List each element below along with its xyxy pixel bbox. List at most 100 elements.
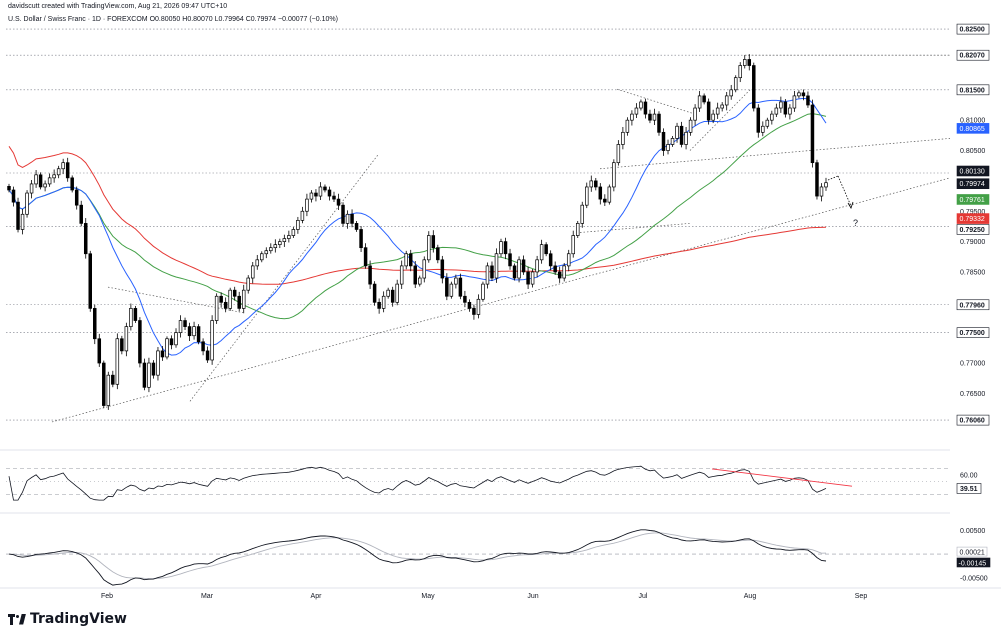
macd-y-tick-label: -0.00500 <box>960 575 988 582</box>
price-badge-label: 0.82500 <box>960 27 985 34</box>
candle <box>788 107 792 115</box>
candle <box>399 265 404 285</box>
candle <box>178 320 183 334</box>
candle <box>174 332 178 346</box>
candle <box>201 341 205 352</box>
candle <box>503 241 508 255</box>
candle <box>377 301 381 309</box>
price-badge-label: 0.82070 <box>960 53 985 60</box>
candle <box>79 204 83 224</box>
candle <box>264 250 269 255</box>
y-tick-label: 0.77000 <box>960 361 985 368</box>
candle <box>214 295 219 321</box>
candle <box>138 320 142 364</box>
rsi-trend-line <box>711 468 853 487</box>
price-badge-label: 0.76060 <box>960 418 985 425</box>
candle <box>305 198 309 212</box>
candle <box>702 95 706 103</box>
candle <box>278 241 282 245</box>
candle <box>291 229 296 236</box>
candle <box>260 253 264 261</box>
price-badge <box>956 299 990 311</box>
candle <box>287 235 291 239</box>
candle <box>806 95 810 106</box>
candle <box>318 186 323 197</box>
candle <box>630 113 634 121</box>
candle <box>309 192 314 200</box>
candle <box>147 362 151 388</box>
candle <box>336 198 341 206</box>
candle <box>738 65 742 79</box>
projection-arrow <box>827 175 839 181</box>
candle <box>7 186 11 191</box>
candle <box>445 277 449 297</box>
moving-average-red <box>8 146 827 285</box>
candle <box>598 186 603 200</box>
candle <box>43 183 47 188</box>
x-tick-label: Mar <box>201 593 214 600</box>
candle <box>232 289 237 297</box>
candle <box>111 374 115 385</box>
trend-line <box>189 154 379 402</box>
candle <box>824 182 828 188</box>
price-badge-label: 0.81500 <box>960 87 985 94</box>
candle <box>160 350 165 358</box>
price-badge-label: 0.79761 <box>960 197 985 204</box>
candle <box>679 125 684 145</box>
candle <box>327 189 332 197</box>
candle <box>151 362 156 376</box>
candle <box>427 235 431 261</box>
candle <box>228 289 232 309</box>
candle <box>38 174 43 188</box>
candle <box>237 295 241 309</box>
moving-average-green <box>8 113 827 320</box>
candle <box>720 104 724 109</box>
candle <box>169 338 174 346</box>
candle <box>20 213 25 230</box>
candle <box>187 326 192 337</box>
candle <box>539 244 544 261</box>
candle <box>594 180 598 188</box>
candle <box>652 113 657 121</box>
candle <box>589 180 594 188</box>
candle <box>345 213 350 224</box>
candle <box>65 162 70 179</box>
candle <box>129 308 133 327</box>
candle <box>562 265 566 279</box>
candle <box>752 65 756 109</box>
candle <box>395 283 399 303</box>
candle <box>440 259 445 279</box>
candle <box>648 113 652 121</box>
candle <box>472 308 476 315</box>
candle <box>363 247 368 267</box>
candle <box>102 362 106 406</box>
candle <box>553 265 557 273</box>
candle <box>810 104 815 164</box>
candle <box>61 162 65 170</box>
projection-arrow <box>837 175 852 207</box>
x-tick-label: Aug <box>744 593 757 600</box>
candle <box>711 113 715 121</box>
trend-line <box>51 177 951 423</box>
candle <box>815 162 819 197</box>
trend-line <box>689 89 751 151</box>
candle <box>354 223 359 230</box>
candle <box>323 186 327 191</box>
candle <box>729 89 733 97</box>
price-badge <box>956 84 990 96</box>
price-badge-label: 0.77500 <box>960 330 985 337</box>
candle <box>219 295 223 303</box>
candle <box>603 198 607 203</box>
candle <box>133 308 138 321</box>
candle <box>106 374 111 406</box>
macd-signal-label: 0.00021 <box>960 550 985 557</box>
price-badge-label: 0.79332 <box>960 216 985 223</box>
candle <box>481 283 485 300</box>
rsi-value-badge <box>956 483 982 494</box>
candle <box>688 119 693 133</box>
candle <box>142 362 147 388</box>
candle <box>634 107 639 115</box>
candle <box>612 162 616 188</box>
candle <box>314 192 318 197</box>
